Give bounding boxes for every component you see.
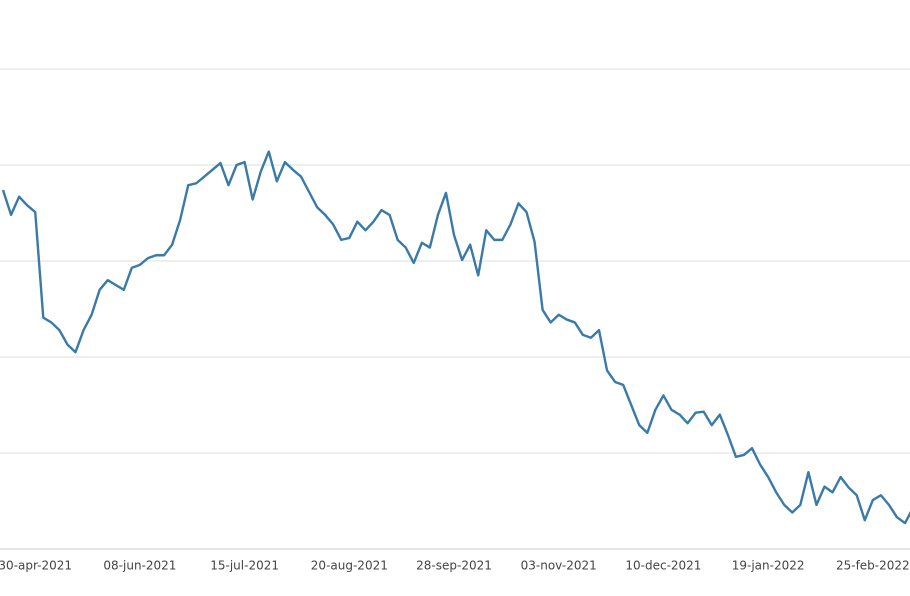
x-tick-label: 30-apr-2021 [0, 559, 72, 573]
price-line [1, 150, 910, 525]
x-tick-label: 15-jul-2021 [210, 559, 279, 573]
x-tick-label: 25-feb-2022 [836, 559, 910, 573]
x-tick-label: 19-jan-2022 [732, 559, 805, 573]
x-tick-label: 08-jun-2021 [103, 559, 176, 573]
x-tick-label: 28-sep-2021 [416, 559, 492, 573]
x-tick-label: 20-aug-2021 [311, 559, 388, 573]
x-tick-label: 03-nov-2021 [521, 559, 597, 573]
x-tick-label: 10-dec-2021 [625, 559, 701, 573]
